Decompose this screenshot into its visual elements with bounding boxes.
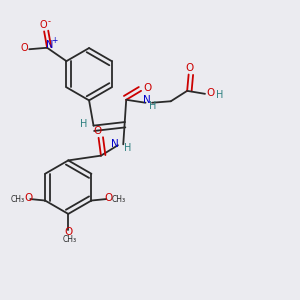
Text: N: N xyxy=(46,40,53,50)
Text: O: O xyxy=(65,227,73,237)
Text: O: O xyxy=(40,20,47,30)
Text: O: O xyxy=(207,88,215,98)
Text: H: H xyxy=(149,101,156,111)
Text: H: H xyxy=(216,90,223,100)
Text: CH₃: CH₃ xyxy=(63,235,77,244)
Text: -: - xyxy=(48,17,51,26)
Text: H: H xyxy=(80,119,88,129)
Text: O: O xyxy=(104,193,112,203)
Text: N: N xyxy=(143,95,151,105)
Text: N: N xyxy=(111,139,119,149)
Text: O: O xyxy=(24,193,32,203)
Text: O: O xyxy=(93,126,101,136)
Text: O: O xyxy=(185,63,194,73)
Text: O: O xyxy=(20,43,28,53)
Text: CH₃: CH₃ xyxy=(11,195,25,204)
Text: CH₃: CH₃ xyxy=(112,195,126,204)
Text: O: O xyxy=(143,83,152,94)
Text: +: + xyxy=(51,36,58,45)
Text: H: H xyxy=(124,143,131,153)
